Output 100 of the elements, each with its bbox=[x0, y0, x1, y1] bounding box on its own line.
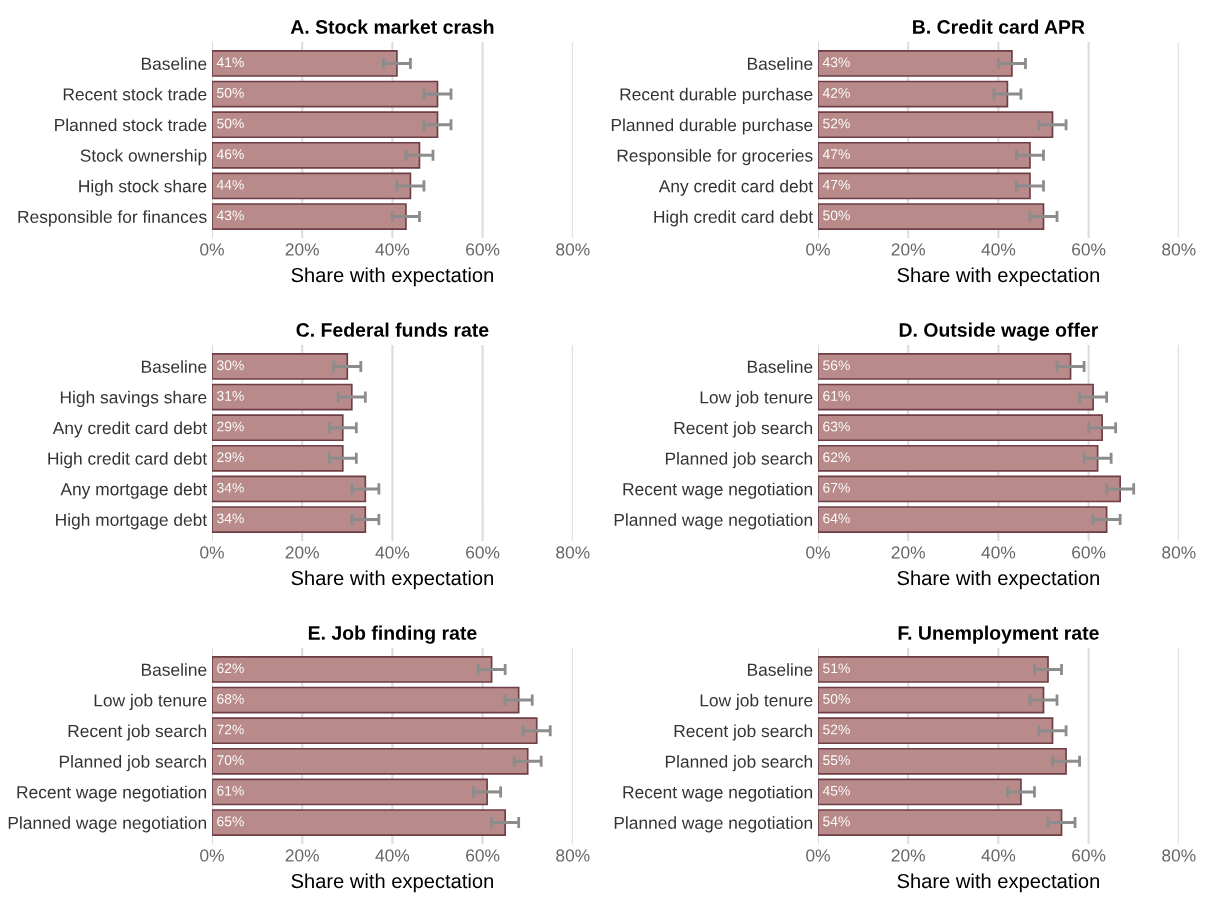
data-label: 50% bbox=[823, 693, 850, 704]
x-axis-title: Share with expectation bbox=[897, 570, 1099, 590]
y-tick-label: Planned durable purchase bbox=[611, 118, 813, 135]
data-label: 56% bbox=[823, 360, 850, 371]
data-label: 55% bbox=[823, 755, 850, 766]
data-label: 44% bbox=[216, 179, 244, 190]
y-tick-label: Planned wage negotiation bbox=[614, 816, 813, 833]
data-label: 42% bbox=[822, 87, 850, 98]
data-label: 62% bbox=[823, 452, 850, 463]
y-tick-label: Low job tenure bbox=[700, 693, 813, 710]
y-tick-label: Responsible for groceries bbox=[617, 149, 813, 166]
y-tick-label: High savings share bbox=[60, 390, 207, 407]
x-tick-label: 0% bbox=[806, 849, 830, 862]
x-tick-label: 20% bbox=[891, 243, 925, 256]
y-tick-label: Planned wage negotiation bbox=[8, 816, 207, 833]
x-tick-label: 40% bbox=[375, 546, 410, 559]
x-tick-label: 0% bbox=[200, 546, 224, 559]
y-tick-label: Recent job search bbox=[68, 724, 207, 741]
chart-title: B. Credit card APR bbox=[913, 19, 1085, 34]
data-label: 29% bbox=[217, 452, 244, 463]
y-tick-label: Recent durable purchase bbox=[620, 87, 813, 104]
y-tick-label: Planned stock trade bbox=[55, 118, 207, 132]
data-label: 34% bbox=[217, 482, 244, 493]
y-tick-label: Low job tenure bbox=[700, 390, 813, 407]
y-tick-label: Baseline bbox=[141, 57, 207, 70]
data-label: 61% bbox=[217, 785, 244, 796]
data-label: 54% bbox=[823, 816, 850, 827]
x-axis-title: Share with expectation bbox=[897, 267, 1099, 287]
x-axis-title: Share with expectation bbox=[897, 873, 1099, 893]
data-label: 43% bbox=[216, 210, 244, 221]
y-tick-label: Recent job search bbox=[674, 421, 813, 438]
data-label: 61% bbox=[823, 390, 850, 401]
x-tick-label: 20% bbox=[285, 849, 319, 862]
x-tick-label: 20% bbox=[891, 546, 925, 559]
data-label: 52% bbox=[823, 118, 850, 129]
y-tick-label: High mortgage debt bbox=[56, 513, 208, 530]
y-tick-label: Recent wage negotiation bbox=[623, 785, 813, 802]
y-tick-label: Planned job search bbox=[665, 452, 813, 469]
data-label: 31% bbox=[217, 390, 244, 401]
y-tick-label: Recent wage negotiation bbox=[623, 482, 813, 499]
y-tick-label: High stock share bbox=[79, 179, 207, 196]
y-tick-label: Baseline bbox=[747, 663, 813, 676]
y-tick-label: Any credit card debt bbox=[52, 421, 208, 438]
data-label: 34% bbox=[217, 513, 244, 524]
x-tick-label: 0% bbox=[200, 243, 224, 256]
y-tick-label: Any credit card debt bbox=[658, 179, 814, 196]
x-tick-label: 0% bbox=[806, 243, 830, 256]
y-tick-label: Baseline bbox=[141, 360, 207, 373]
data-label: 50% bbox=[217, 118, 244, 129]
x-tick-label: 60% bbox=[466, 849, 500, 862]
x-tick-label: 20% bbox=[891, 849, 925, 862]
y-tick-label: Stock ownership bbox=[80, 149, 207, 166]
x-tick-label: 60% bbox=[1072, 243, 1106, 256]
x-tick-label: 80% bbox=[1162, 546, 1196, 559]
x-tick-label: 20% bbox=[285, 546, 319, 559]
data-label: 51% bbox=[823, 663, 850, 674]
data-label: 63% bbox=[823, 421, 850, 432]
chart-title: E. Job finding rate bbox=[308, 625, 477, 644]
x-tick-label: 60% bbox=[466, 546, 500, 559]
x-tick-label: 60% bbox=[466, 243, 500, 256]
chart-title: D. Outside wage offer bbox=[899, 322, 1099, 341]
y-tick-label: Baseline bbox=[747, 360, 813, 373]
x-tick-label: 80% bbox=[1162, 849, 1196, 862]
data-label: 29% bbox=[217, 421, 244, 432]
y-tick-label: High credit card debt bbox=[654, 210, 814, 227]
y-tick-label: Baseline bbox=[747, 57, 813, 70]
x-tick-label: 20% bbox=[285, 243, 319, 256]
x-tick-label: 60% bbox=[1072, 849, 1106, 862]
y-tick-label: High credit card debt bbox=[48, 452, 208, 469]
y-tick-label: Recent stock trade bbox=[63, 87, 207, 101]
data-label: 43% bbox=[822, 57, 850, 68]
chart-title: C. Federal funds rate bbox=[296, 322, 489, 337]
x-axis-title: Share with expectation bbox=[291, 267, 493, 287]
y-tick-label: Recent job search bbox=[674, 724, 813, 741]
x-tick-label: 80% bbox=[556, 243, 590, 256]
chart-title: A. Stock market crash bbox=[290, 19, 494, 34]
y-tick-label: Planned job search bbox=[665, 755, 813, 772]
y-tick-label: Responsible for finances bbox=[18, 210, 207, 227]
x-tick-label: 60% bbox=[1072, 546, 1106, 559]
data-label: 41% bbox=[216, 57, 244, 68]
y-tick-label: Low job tenure bbox=[94, 693, 207, 710]
y-tick-label: Planned job search bbox=[59, 755, 207, 772]
x-tick-label: 80% bbox=[556, 849, 590, 862]
x-tick-label: 40% bbox=[981, 849, 1016, 862]
y-tick-label: Planned wage negotiation bbox=[614, 513, 813, 530]
chart-title: F. Unemployment rate bbox=[898, 625, 1099, 644]
data-label: 47% bbox=[822, 179, 850, 190]
x-tick-label: 40% bbox=[981, 546, 1016, 559]
x-tick-label: 0% bbox=[806, 546, 830, 559]
x-axis-title: Share with expectation bbox=[291, 570, 493, 590]
data-label: 64% bbox=[823, 513, 850, 524]
data-label: 50% bbox=[823, 210, 850, 221]
y-tick-label: Baseline bbox=[141, 663, 207, 676]
data-label: 46% bbox=[216, 149, 244, 160]
data-label: 30% bbox=[217, 360, 244, 371]
data-label: 52% bbox=[823, 724, 850, 735]
data-label: 70% bbox=[217, 755, 244, 766]
x-tick-label: 40% bbox=[375, 243, 410, 256]
data-label: 68% bbox=[217, 693, 244, 704]
x-tick-label: 40% bbox=[981, 243, 1016, 256]
